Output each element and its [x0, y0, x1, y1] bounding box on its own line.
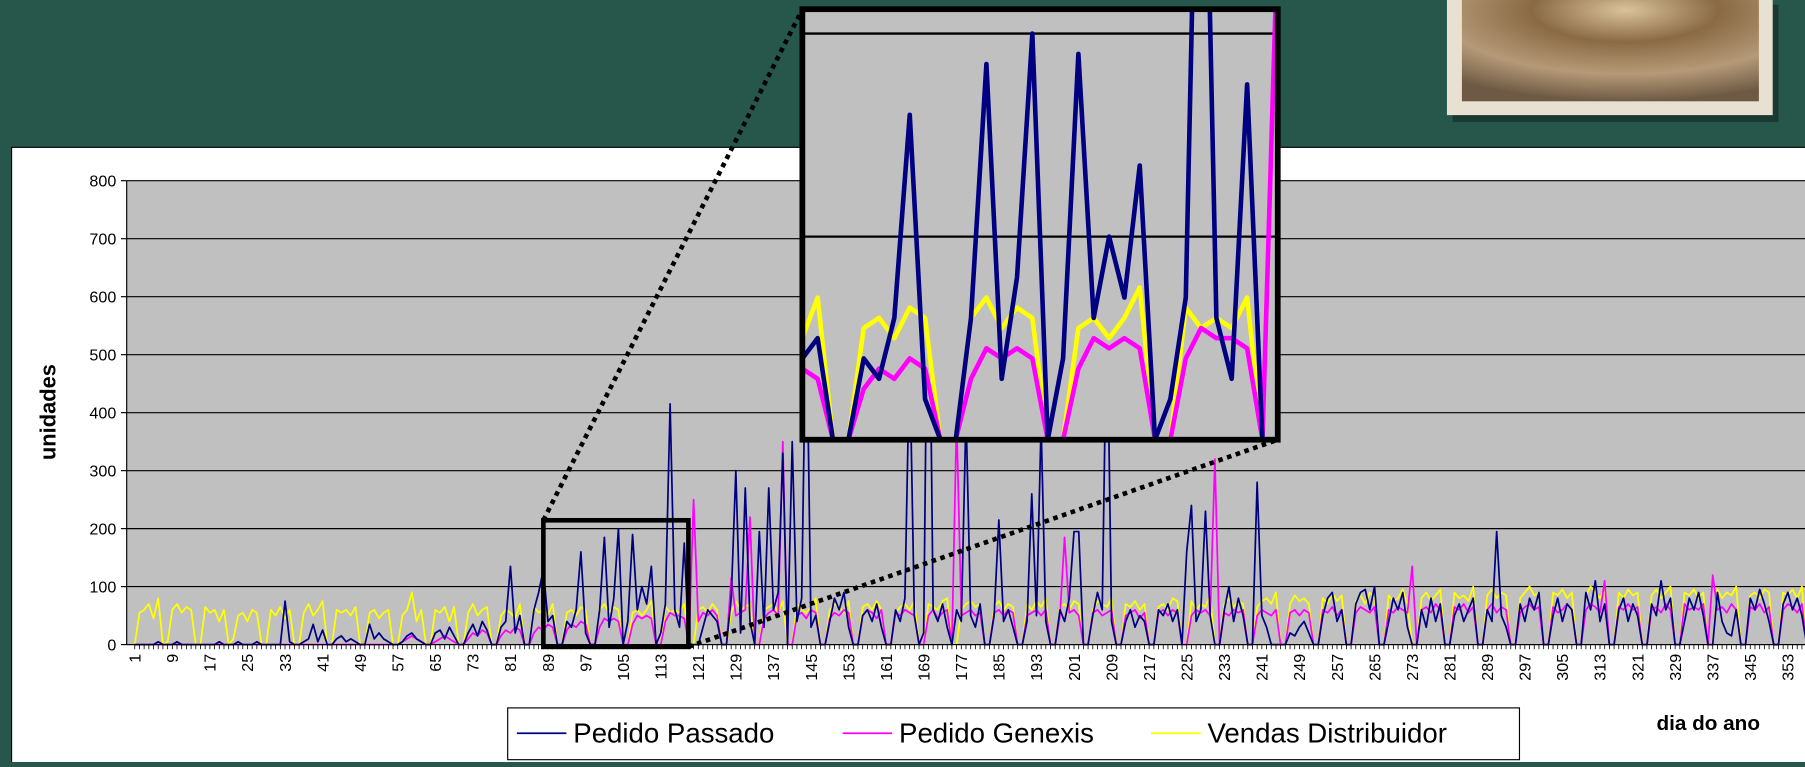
y-tick-label: 300	[89, 462, 116, 480]
x-tick-label: 49	[352, 654, 370, 672]
x-tick-label: 73	[465, 654, 483, 672]
x-tick-label: 1	[127, 654, 145, 663]
x-tick-label: 209	[1103, 654, 1121, 681]
zoom-rect	[541, 517, 691, 650]
legend-items: Pedido Passado Pedido Genexis Vendas Distr…	[516, 717, 1447, 748]
x-tick-label: 17	[202, 654, 220, 672]
x-tick-label: 217	[1141, 654, 1159, 681]
x-tick-label: 9	[164, 654, 182, 663]
axes: 0 100 200 300 400 500 600 700 800 1 9 17 25 33 41 49 57 6…	[89, 172, 1805, 681]
x-tick-label: 353	[1780, 654, 1798, 681]
inset-line	[802, 285, 1278, 440]
x-tick-label: 321	[1629, 654, 1647, 681]
zoom-connector	[687, 437, 1279, 650]
legend	[507, 707, 1521, 761]
legend-label: Vendas Distribuidor	[1208, 717, 1447, 748]
y-tick-label: 200	[89, 520, 116, 538]
x-tick-label: 233	[1216, 654, 1234, 681]
x-tick-label: 81	[502, 654, 520, 672]
x-tick-label: 257	[1329, 654, 1347, 681]
inset	[802, 9, 1278, 440]
x-tick-label: 177	[953, 654, 971, 681]
x-tick-label: 169	[915, 654, 933, 681]
series-line	[134, 179, 1805, 646]
y-tick-label: 600	[89, 288, 116, 306]
y-tick-label: 400	[89, 404, 116, 422]
x-tick-label: 329	[1667, 654, 1685, 681]
legend-label: Pedido Genexis	[899, 717, 1094, 748]
zoom-connector	[541, 8, 805, 522]
x-tick-label: 65	[427, 654, 445, 672]
lines	[133, 179, 1805, 646]
x-tick-label: 265	[1366, 654, 1384, 681]
x-tick-label: 97	[577, 654, 595, 672]
x-tick-label: 33	[277, 654, 295, 672]
y-tick-label: 700	[89, 230, 116, 248]
series-line	[134, 417, 1805, 646]
x-tick-label: 241	[1254, 654, 1272, 681]
x-tick-label: 137	[765, 654, 783, 681]
x-tick-label: 89	[540, 654, 558, 672]
y-tick-label: 100	[89, 578, 116, 596]
x-tick-label: 297	[1517, 654, 1535, 681]
x-tick-label: 41	[314, 654, 332, 672]
photo	[1461, 0, 1759, 102]
x-tick-label: 129	[728, 654, 746, 681]
x-tick-label: 193	[1028, 654, 1046, 681]
inset-line	[802, 9, 1278, 440]
inset-border	[799, 6, 1281, 443]
x-tick-label: 145	[803, 654, 821, 681]
x-tick-label: 249	[1291, 654, 1309, 681]
y-tick-label: 0	[107, 636, 116, 654]
x-tick-label: 345	[1742, 654, 1760, 681]
x-tick-label: 25	[239, 654, 257, 672]
x-tick-label: 121	[690, 654, 708, 681]
x-tick-label: 225	[1178, 654, 1196, 681]
x-tick-label: 153	[840, 654, 858, 681]
x-tick-label: 337	[1704, 654, 1722, 681]
y-axis-title: unidades	[35, 364, 60, 460]
x-tick-label: 185	[991, 654, 1009, 681]
x-tick-label: 273	[1404, 654, 1422, 681]
x-tick-label: 305	[1554, 654, 1572, 681]
x-tick-label: 201	[1066, 654, 1084, 681]
x-tick-label: 105	[615, 654, 633, 681]
x-tick-label: 281	[1441, 654, 1459, 681]
x-tick-label: 289	[1479, 654, 1497, 681]
series-line	[133, 585, 1805, 646]
x-tick-label: 161	[878, 654, 896, 681]
legend-label: Pedido Passado	[573, 717, 774, 748]
x-tick-label: 57	[389, 654, 407, 672]
x-tick-label: 113	[652, 654, 670, 680]
y-tick-label: 500	[89, 346, 116, 364]
y-tick-label: 800	[89, 172, 116, 190]
x-axis-title: dia do ano	[1656, 712, 1760, 735]
x-tick-label: 313	[1592, 654, 1610, 681]
inset-line	[802, 9, 1278, 440]
